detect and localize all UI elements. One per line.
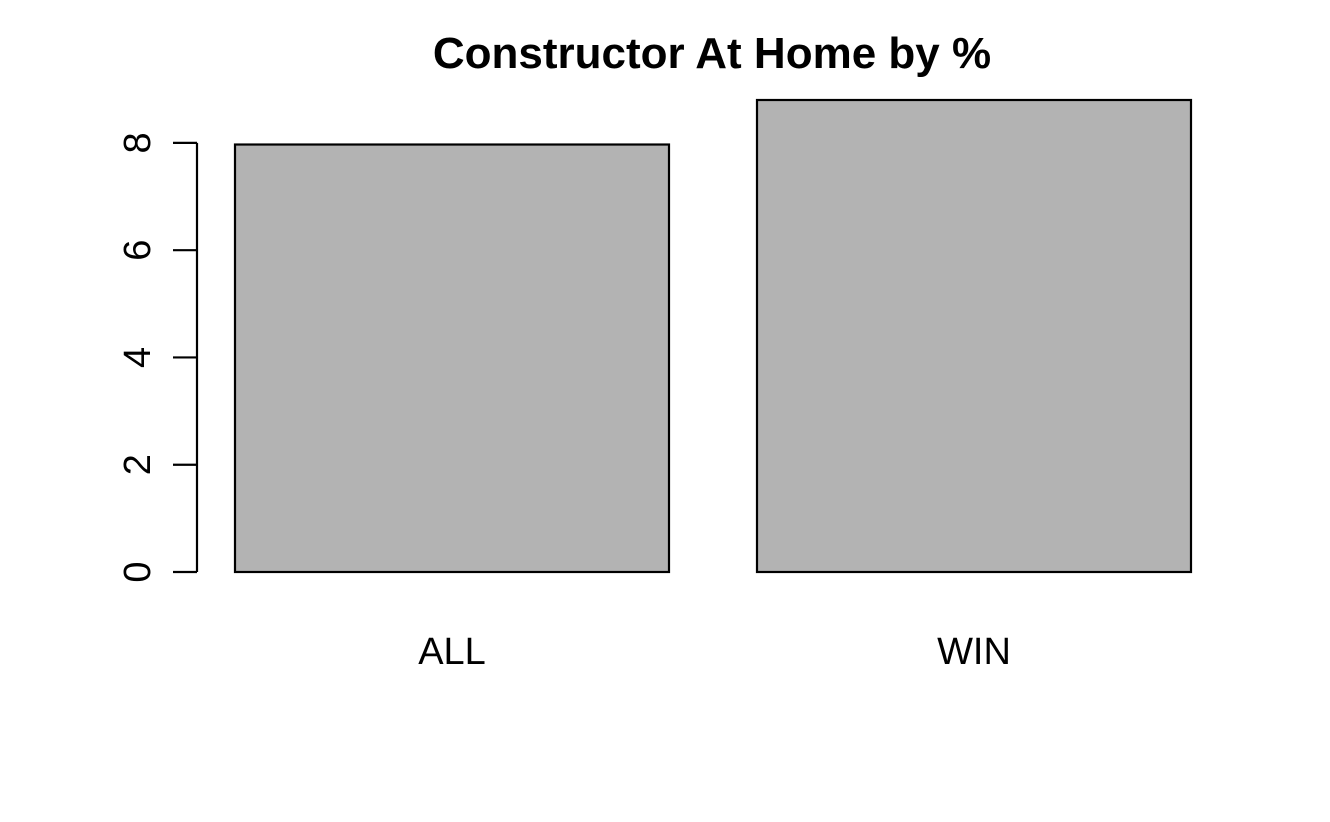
bars-group [233,98,1193,574]
bar-all [233,143,671,574]
x-category-label: WIN [937,631,1011,673]
y-tick-label: 2 [117,454,159,475]
chart-title: Constructor At Home by % [433,29,991,78]
bar-win [755,98,1193,574]
y-tick-label: 0 [117,561,159,582]
x-category-label: ALL [418,631,486,673]
x-axis-labels: ALL WIN [418,631,1011,673]
y-tick-label: 4 [117,347,159,368]
y-tick-label: 6 [117,240,159,261]
y-tick-label: 8 [117,132,159,153]
y-axis: 0 2 4 6 8 [117,132,199,583]
